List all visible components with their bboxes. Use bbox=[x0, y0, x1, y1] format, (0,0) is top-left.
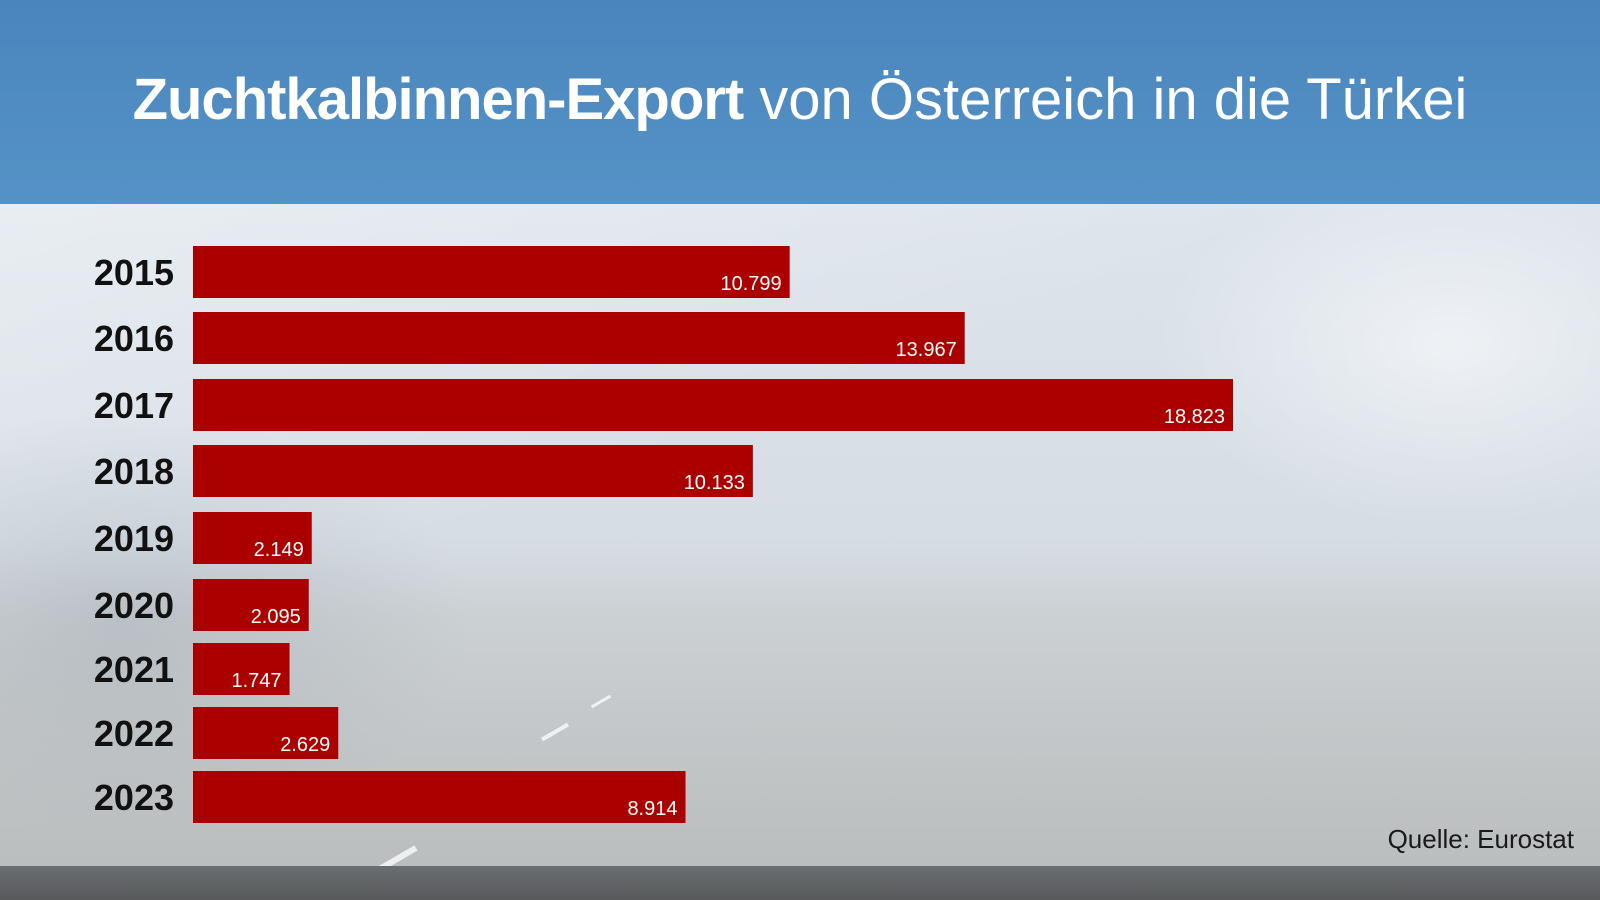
value-label-2016: 13.967 bbox=[896, 339, 957, 361]
value-label-2020: 2.095 bbox=[251, 606, 301, 628]
chart-title-bold: Zuchtkalbinnen-Export bbox=[132, 67, 745, 132]
category-label-2022: 2022 bbox=[94, 713, 174, 754]
value-label-2023: 8.914 bbox=[627, 798, 677, 820]
bar-2017 bbox=[193, 379, 1233, 431]
bar-2020 bbox=[193, 579, 309, 631]
title-banner: Zuchtkalbinnen-Export von Österreich in … bbox=[0, 0, 1600, 204]
category-label-2021: 2021 bbox=[94, 649, 174, 690]
value-label-2017: 18.823 bbox=[1164, 406, 1225, 428]
bar-2018 bbox=[193, 445, 753, 497]
category-label-2015: 2015 bbox=[94, 252, 174, 293]
category-label-2018: 2018 bbox=[94, 451, 174, 492]
bar-2021 bbox=[193, 643, 290, 695]
category-label-2020: 2020 bbox=[94, 585, 174, 626]
bottom-road-strip bbox=[0, 866, 1600, 900]
bar-2016 bbox=[193, 312, 965, 364]
value-label-2018: 10.133 bbox=[684, 472, 745, 494]
category-label-2016: 2016 bbox=[94, 318, 174, 359]
bar-2015 bbox=[193, 246, 790, 298]
category-label-2017: 2017 bbox=[94, 385, 174, 426]
bar-2022 bbox=[193, 707, 339, 759]
category-label-2019: 2019 bbox=[94, 518, 174, 559]
value-label-2021: 1.747 bbox=[231, 670, 281, 692]
bar-2023 bbox=[193, 771, 686, 823]
value-label-2015: 10.799 bbox=[720, 273, 781, 295]
bar-2019 bbox=[193, 512, 312, 564]
category-label-2023: 2023 bbox=[94, 777, 174, 818]
chart-title: Zuchtkalbinnen-Export von Österreich in … bbox=[133, 71, 1468, 129]
value-label-2022: 2.629 bbox=[280, 734, 330, 756]
source-note: Quelle: Eurostat bbox=[1387, 824, 1574, 854]
chart-title-rest: von Österreich in die Türkei bbox=[743, 67, 1468, 132]
value-label-2019: 2.149 bbox=[254, 539, 304, 561]
